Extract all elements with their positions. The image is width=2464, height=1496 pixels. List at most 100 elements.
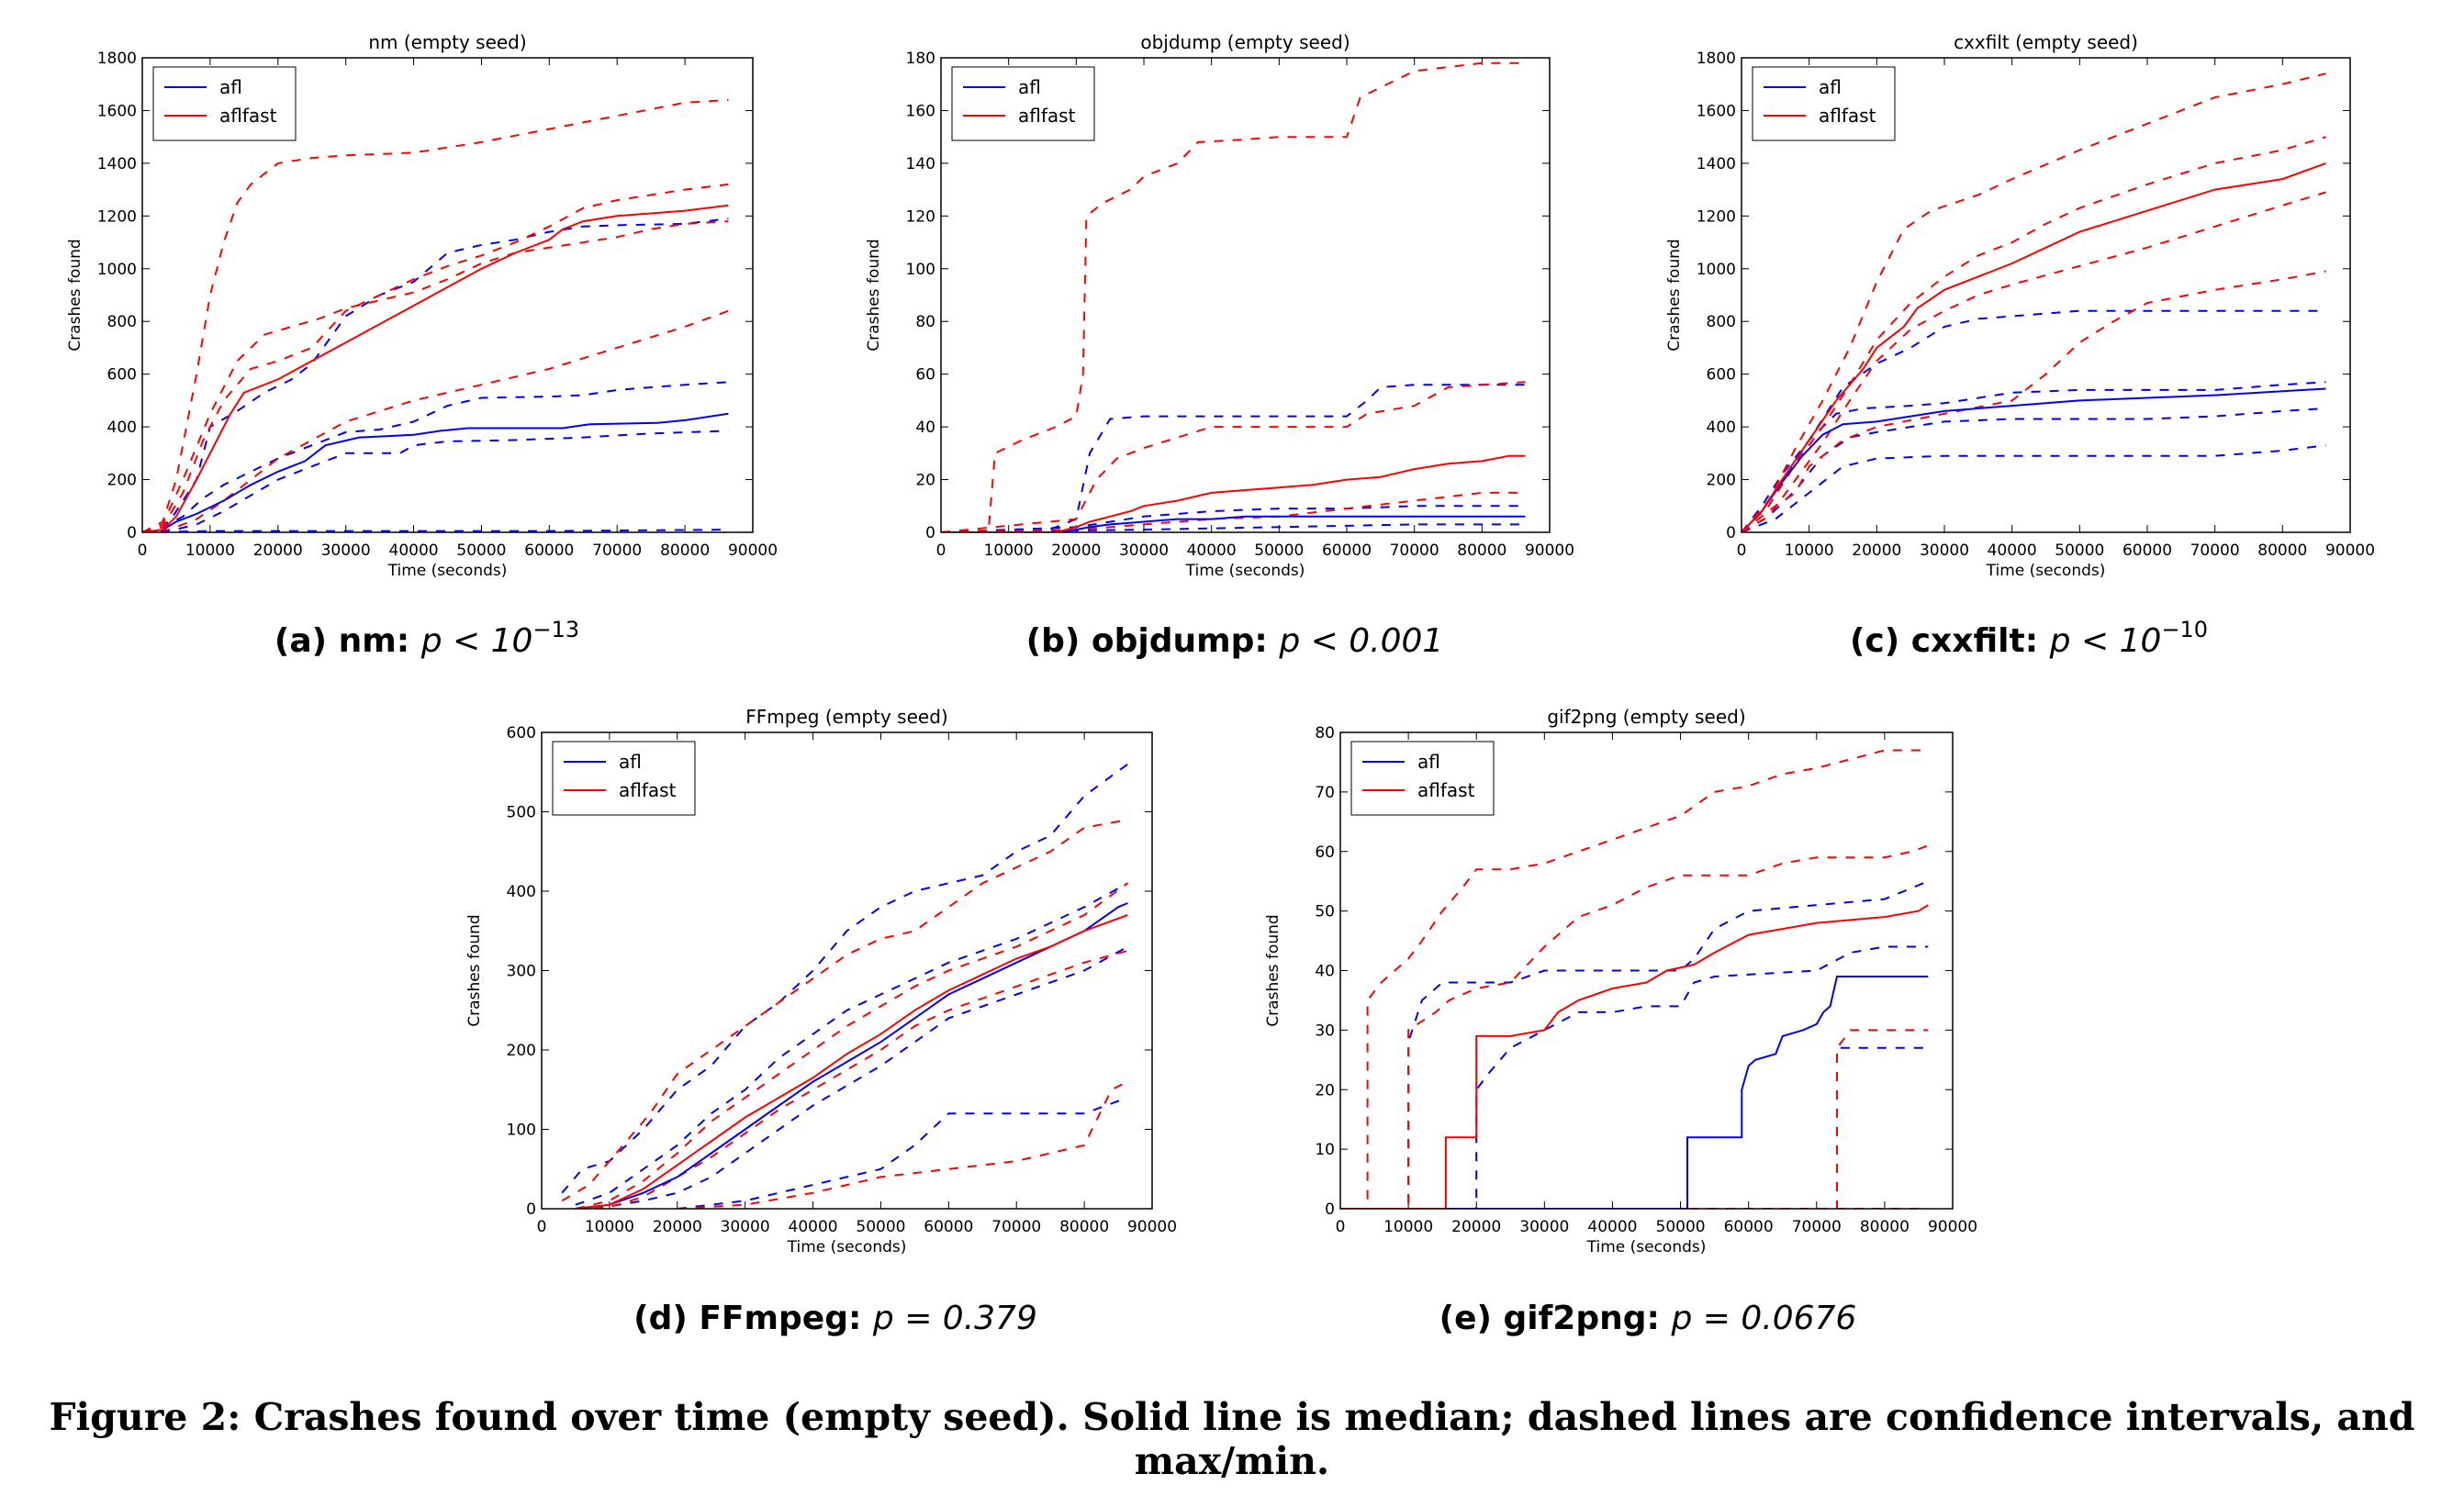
legend-box <box>1350 741 1495 816</box>
series-afl-median <box>1742 387 2326 532</box>
x-tick-label: 80000 <box>1860 1218 1910 1236</box>
x-tick-label: 30000 <box>1519 1218 1569 1236</box>
x-tick-label: 80000 <box>660 541 710 560</box>
y-tick-label: 80 <box>1315 724 1335 742</box>
y-tick-label: 800 <box>107 313 137 331</box>
series-interval-line <box>1742 136 2326 532</box>
x-tick-label: 90000 <box>2325 541 2375 560</box>
x-tick-label: 60000 <box>524 541 574 560</box>
subcaption-math: p < 10 <box>2049 622 2162 660</box>
series-interval-line <box>941 491 1526 532</box>
y-tick-label: 400 <box>507 883 536 901</box>
x-tick-label: 0 <box>1737 541 1747 560</box>
chart-panel: gif2png (empty seed) 0 10000 20000 30000 4000… <box>1264 706 1977 1337</box>
x-axis-label: Time (seconds) <box>1986 562 2106 580</box>
x-tick-label: 70000 <box>2190 541 2240 560</box>
series-aflfast-median <box>941 454 1526 532</box>
y-tick-label: 200 <box>507 1042 536 1060</box>
y-tick-label: 40 <box>915 419 935 437</box>
series-interval-line <box>142 220 729 532</box>
y-tick-label: 600 <box>1707 366 1736 385</box>
y-tick-label: 60 <box>915 366 935 385</box>
y-tick-label: 500 <box>507 804 536 822</box>
series-aflfast-median <box>1742 162 2326 532</box>
x-tick-label: 60000 <box>2122 541 2172 560</box>
y-tick-label: 200 <box>107 472 137 490</box>
y-tick-label: 100 <box>507 1122 536 1140</box>
series-interval-line <box>1742 191 2326 532</box>
chart-panel: FFmpeg (empty seed) 0 10000 20000 30000 40000… <box>465 706 1177 1337</box>
legend-label-aflfast: aflfast <box>619 779 677 801</box>
x-tick-label: 20000 <box>653 1218 702 1236</box>
x-tick-label: 90000 <box>1928 1218 1977 1236</box>
series-afl-median <box>1340 976 1929 1209</box>
y-tick-label: 80 <box>915 313 935 331</box>
subcaption: (d) FFmpeg: p = 0.379 <box>633 1300 1037 1337</box>
x-tick-label: 40000 <box>1187 541 1237 560</box>
subcaption-label: (e) gif2png: <box>1439 1300 1672 1337</box>
x-axis-label: Time (seconds) <box>787 1238 907 1256</box>
y-tick-label: 20 <box>1315 1081 1335 1100</box>
y-tick-label: 600 <box>107 366 137 385</box>
x-tick-label: 80000 <box>2257 541 2307 560</box>
x-tick-label: 60000 <box>1724 1218 1774 1236</box>
x-tick-label: 20000 <box>1451 1218 1501 1236</box>
x-tick-label: 80000 <box>1059 1218 1109 1236</box>
y-tick-label: 1800 <box>1697 50 1736 68</box>
chart-panel: objdump (empty seed) 0 10000 20000 30000 4000… <box>865 31 1574 660</box>
subcaption: (c) cxxfilt: p < 10−10 <box>1850 617 2208 660</box>
series-interval-line <box>142 381 729 532</box>
series-interval-line <box>561 819 1128 1202</box>
y-axis-label: Crashes found <box>1264 914 1282 1026</box>
series-interval-line <box>575 882 1128 1209</box>
series-aflfast-median <box>1340 904 1929 1209</box>
x-axis-label: Time (seconds) <box>1586 1238 1707 1256</box>
series-aflfast-median <box>575 914 1128 1209</box>
subcaption-math: p < 0.001 <box>1278 622 1443 660</box>
legend-box <box>552 741 696 816</box>
x-tick-label: 30000 <box>321 541 371 560</box>
series-interval-line <box>1340 844 1929 1209</box>
y-tick-label: 400 <box>1707 419 1736 437</box>
series-interval-line <box>941 381 1526 532</box>
legend-label-afl: afl <box>1417 751 1440 773</box>
subcaption-label: (c) cxxfilt: <box>1850 622 2050 660</box>
series-interval-line <box>575 949 1128 1209</box>
x-tick-label: 70000 <box>592 541 642 560</box>
plot-frame <box>541 731 1153 1210</box>
legend-label-aflfast: aflfast <box>1417 779 1475 801</box>
chart-panel: cxxfilt (empty seed)0 10000 20000 30000 4000… <box>1665 31 2375 660</box>
chart-title: nm (empty seed) <box>368 31 526 53</box>
x-tick-label: 70000 <box>1390 541 1439 560</box>
x-tick-label: 10000 <box>984 541 1034 560</box>
series-interval-line <box>1742 309 2326 532</box>
subcaption-exponent: −10 <box>2161 617 2208 642</box>
series-interval-line <box>1340 945 1929 1209</box>
x-tick-label: 90000 <box>728 541 778 560</box>
series-interval-line <box>575 882 1128 1206</box>
y-axis-label: Crashes found <box>66 239 84 351</box>
series-interval-line <box>1742 444 2326 532</box>
subcaption-label: (a) nm: <box>274 622 421 660</box>
series-interval-line <box>1340 749 1929 1209</box>
plot-frame <box>1339 731 1954 1210</box>
x-tick-label: 30000 <box>1920 541 1969 560</box>
series-afl-median <box>142 412 729 532</box>
x-tick-label: 40000 <box>1587 1218 1637 1236</box>
subcaption-math: p < 10 <box>420 622 533 660</box>
subcaption: (e) gif2png: p = 0.0676 <box>1439 1300 1857 1337</box>
legend-label-afl: afl <box>1018 76 1041 98</box>
chart-title: FFmpeg (empty seed) <box>745 706 947 728</box>
x-tick-label: 20000 <box>253 541 303 560</box>
figure-caption: Figure 2: Crashes found over time (empty… <box>49 1395 2415 1483</box>
x-tick-label: 0 <box>138 541 148 560</box>
series-afl-median <box>941 515 1526 532</box>
subcaption-label: (d) FFmpeg: <box>633 1300 873 1337</box>
x-axis-label: Time (seconds) <box>1185 562 1305 580</box>
subcaption-label: (b) objdump: <box>1026 622 1280 660</box>
series-interval-line <box>1340 1046 1929 1209</box>
series-interval-line <box>941 384 1526 532</box>
y-tick-label: 1200 <box>1697 207 1736 226</box>
chart-title: gif2png (empty seed) <box>1547 706 1745 728</box>
